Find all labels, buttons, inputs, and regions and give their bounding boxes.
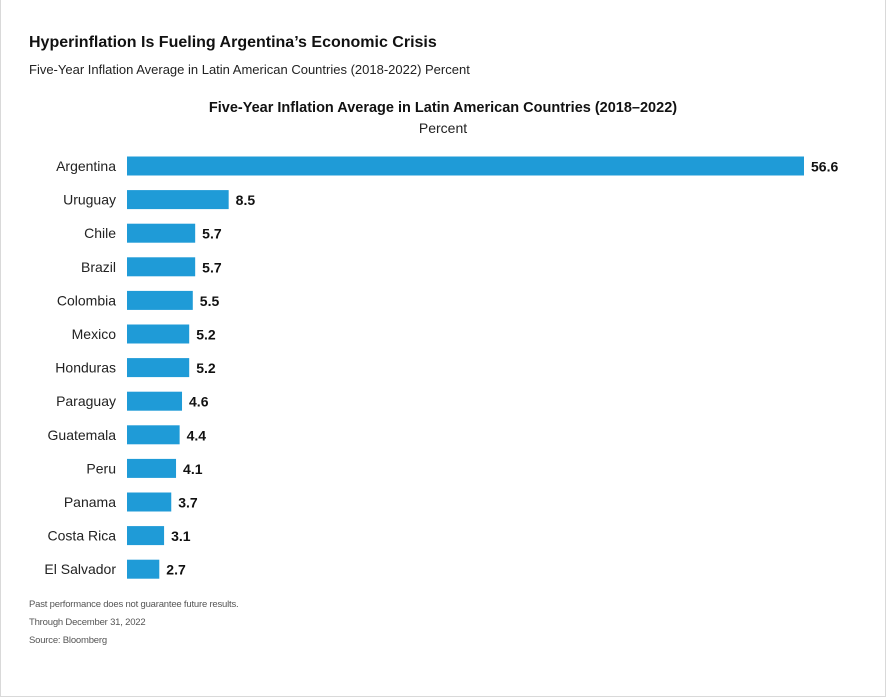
bar bbox=[127, 559, 160, 579]
category-label: Brazil bbox=[81, 259, 116, 275]
category-label: Paraguay bbox=[56, 393, 116, 409]
bar bbox=[127, 324, 190, 344]
page-subtitle: Five-Year Inflation Average in Latin Ame… bbox=[29, 62, 470, 77]
data-label: 5.2 bbox=[196, 327, 216, 343]
bar bbox=[127, 257, 196, 277]
bar bbox=[127, 156, 804, 176]
bar bbox=[127, 223, 196, 243]
data-label: 5.2 bbox=[196, 360, 216, 376]
category-label: Costa Rica bbox=[48, 528, 117, 544]
bar bbox=[127, 190, 229, 210]
chart-subtitle: Percent bbox=[419, 120, 467, 136]
page-title: Hyperinflation Is Fueling Argentina’s Ec… bbox=[29, 34, 437, 51]
category-label: Mexico bbox=[72, 326, 117, 342]
category-label: El Salvador bbox=[44, 561, 116, 577]
category-label: Guatemala bbox=[48, 427, 117, 443]
source-note: Source: Bloomberg bbox=[29, 635, 107, 646]
category-label: Panama bbox=[64, 494, 116, 510]
date-note: Through December 31, 2022 bbox=[29, 617, 146, 628]
data-label: 8.5 bbox=[236, 192, 256, 208]
bar bbox=[127, 358, 190, 378]
bar bbox=[127, 391, 183, 411]
data-label: 5.7 bbox=[202, 226, 222, 242]
disclaimer-note: Past performance does not guarantee futu… bbox=[29, 599, 239, 610]
data-label: 5.5 bbox=[200, 293, 220, 309]
data-label: 2.7 bbox=[166, 562, 186, 578]
data-label: 4.1 bbox=[183, 461, 203, 477]
bar bbox=[127, 425, 180, 445]
data-label: 3.1 bbox=[171, 528, 191, 544]
bar bbox=[127, 290, 193, 310]
category-label: Peru bbox=[86, 460, 116, 476]
footnotes: Past performance does not guarantee futu… bbox=[29, 598, 239, 652]
bar bbox=[127, 492, 172, 512]
data-label: 3.7 bbox=[178, 495, 198, 511]
category-label: Chile bbox=[84, 225, 116, 241]
category-label: Honduras bbox=[55, 360, 116, 376]
category-label: Uruguay bbox=[63, 192, 116, 208]
category-label: Argentina bbox=[56, 158, 116, 174]
data-label: 5.7 bbox=[202, 259, 222, 275]
category-label: Colombia bbox=[57, 292, 116, 308]
chart-title: Five-Year Inflation Average in Latin Ame… bbox=[209, 100, 677, 116]
bars-group: Argentina 56.6 Uruguay 8.5 Chile 5.7 Brazil 5.7… bbox=[44, 156, 838, 579]
data-label: 4.6 bbox=[189, 394, 209, 410]
bar bbox=[127, 526, 165, 546]
bar bbox=[127, 458, 177, 478]
data-label: 4.4 bbox=[187, 427, 207, 443]
data-label: 56.6 bbox=[811, 159, 838, 175]
